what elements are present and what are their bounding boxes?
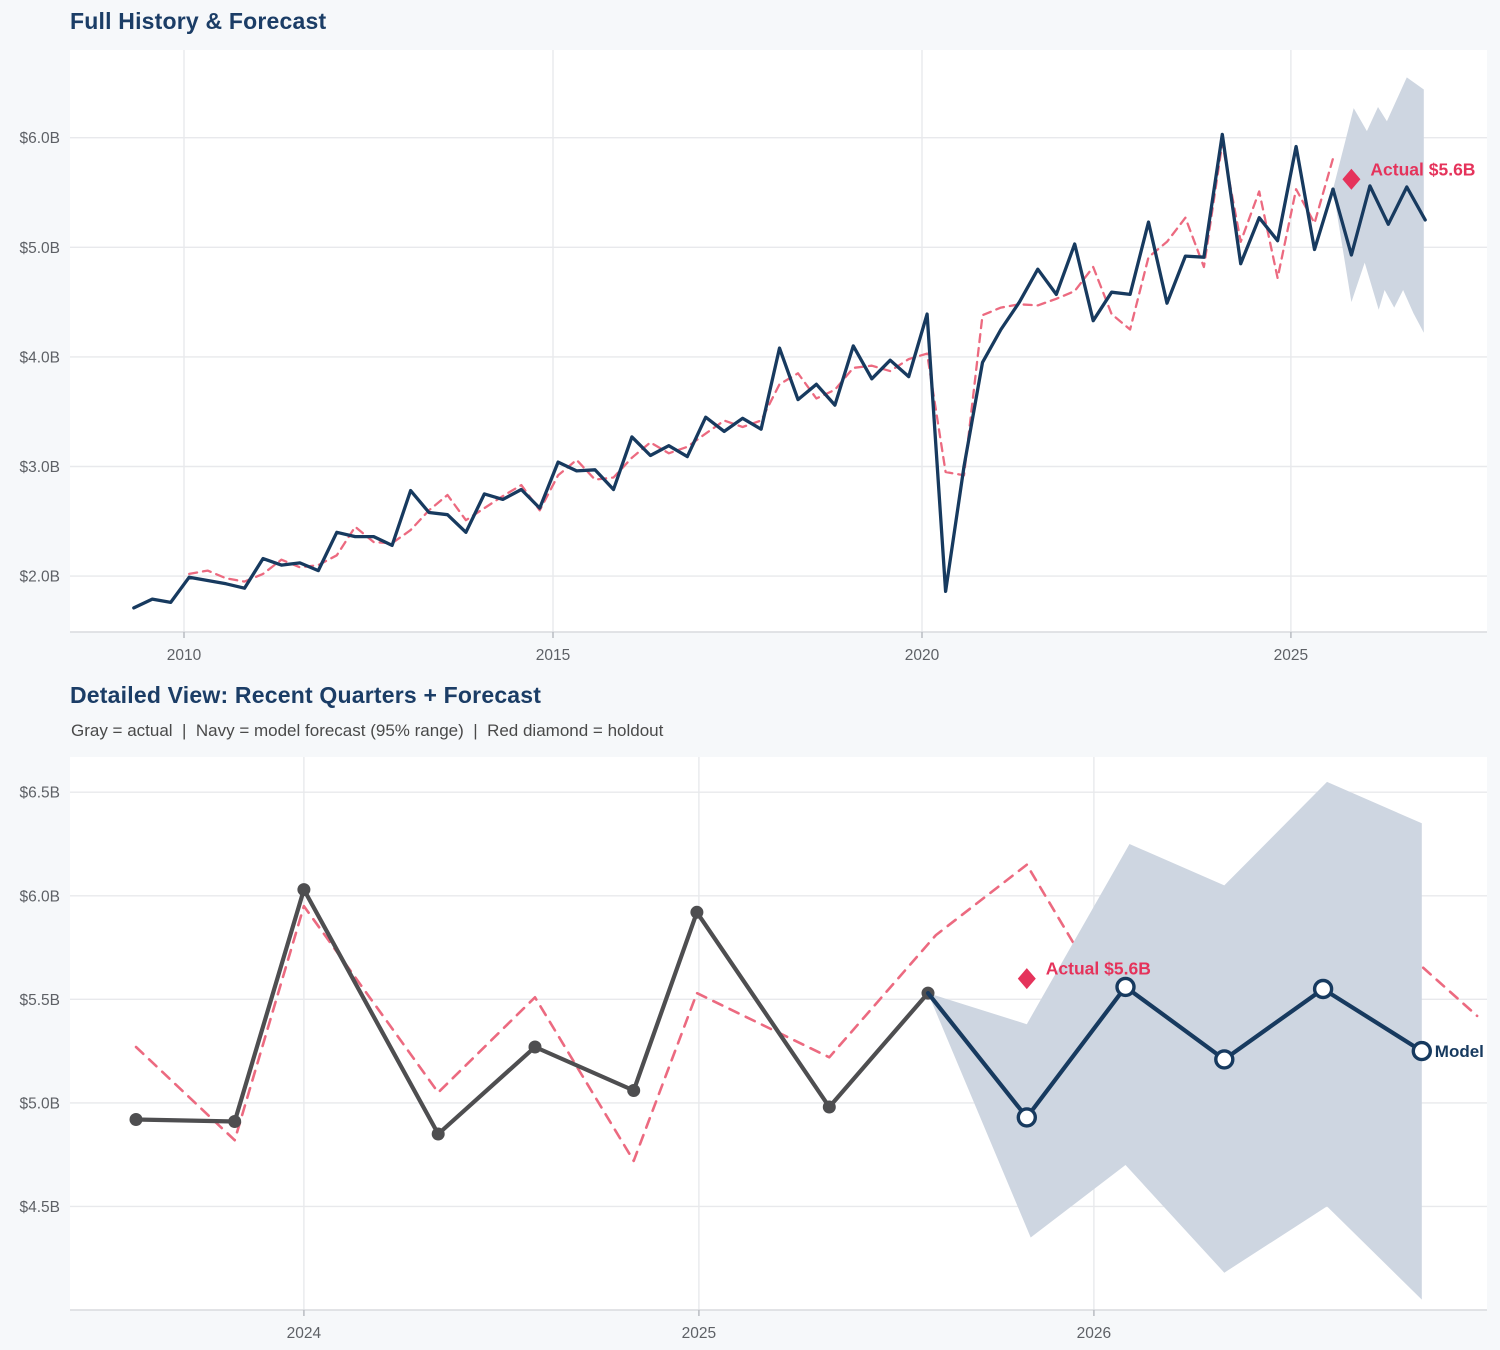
- series-actual: [129, 883, 935, 1141]
- actual-point-marker: [431, 1127, 445, 1141]
- actual-point-marker: [822, 1100, 836, 1114]
- forecast-point-marker: [1411, 1040, 1433, 1062]
- actual-point-marker: [627, 1084, 641, 1097]
- chart-detailed-view: Actual $5.6B Model 2024 2025 2026 $6.5B $6.0B $…: [19, 757, 1487, 1342]
- x-tick-label: 2010: [167, 647, 202, 664]
- series-actual: [132, 132, 1335, 610]
- forecast-point-marker: [1312, 978, 1334, 1000]
- y-tick-label: $6.5B: [19, 785, 60, 802]
- series-fitted: [188, 142, 1335, 583]
- y-tick-label: $3.0B: [19, 459, 60, 476]
- forecast-confidence-band: [928, 781, 1422, 1300]
- y-tick-label: $2.0B: [19, 569, 60, 586]
- actual-point-marker: [690, 905, 704, 919]
- chart-full-history: Actual $5.6B 2010 2015 2020 2025 $6.0B $5.0B $4…: [19, 50, 1487, 664]
- holdout-annotation: Actual $5.6B: [1017, 959, 1151, 990]
- x-tick-label: 2025: [682, 1325, 716, 1342]
- series-model_forecast: [1331, 184, 1427, 257]
- y-tick-label: $5.0B: [19, 240, 60, 257]
- x-tick-label: 2025: [1274, 647, 1308, 664]
- actual-point-marker: [297, 883, 311, 897]
- y-tick-label: $5.5B: [19, 992, 60, 1009]
- model-line-end-label: Model: [1435, 1042, 1484, 1061]
- model-forecast-line: [925, 984, 1424, 1120]
- holdout-diamond-icon: [1342, 168, 1361, 190]
- forecast-point-marker: [1115, 976, 1136, 998]
- fitted-dashed-line: [188, 142, 1335, 583]
- y-tick-label: $6.0B: [19, 888, 60, 905]
- y-tick-label: $4.0B: [19, 349, 60, 366]
- plot-area: [70, 50, 1487, 632]
- bottom-chart-title: Detailed View: Recent Quarters + Forecas…: [70, 682, 542, 708]
- holdout-annotation-label: Actual $5.6B: [1370, 159, 1475, 179]
- y-tick-label: $6.0B: [19, 130, 60, 147]
- holdout-annotation: Actual $5.6B: [1342, 159, 1475, 190]
- holdout-annotation-label: Actual $5.6B: [1046, 959, 1151, 979]
- model_forecast-line: [1331, 184, 1427, 257]
- holdout-diamond-icon: [1017, 968, 1036, 990]
- actual-line: [132, 132, 1335, 610]
- y-tick-label: $4.5B: [19, 1199, 60, 1216]
- forecast-point-marker: [1016, 1107, 1038, 1128]
- forecast-point-marker: [1214, 1049, 1235, 1070]
- axis-labels: 2024 2025 2026 $6.5B $6.0B $5.5B $5.0B $4.5B: [19, 785, 1111, 1342]
- series-model_forecast: [925, 976, 1433, 1128]
- axis-labels: 2010 2015 2020 2025 $6.0B $5.0B $4.0B $3.0B $2.0…: [19, 130, 1308, 664]
- bottom-chart-legend-subtitle: Gray = actual | Navy = model forecast (9…: [71, 721, 664, 740]
- gridlines: [70, 50, 1487, 632]
- top-chart-title: Full History & Forecast: [70, 8, 327, 34]
- x-tick-label: 2015: [536, 647, 570, 664]
- actual-point-marker: [228, 1115, 242, 1128]
- actual-point-marker: [129, 1113, 143, 1126]
- x-tick-label: 2026: [1077, 1325, 1111, 1342]
- actual-point-marker: [528, 1040, 542, 1054]
- x-tick-label: 2024: [287, 1325, 322, 1342]
- y-tick-label: $5.0B: [19, 1095, 60, 1112]
- x-tick-label: 2020: [905, 647, 940, 664]
